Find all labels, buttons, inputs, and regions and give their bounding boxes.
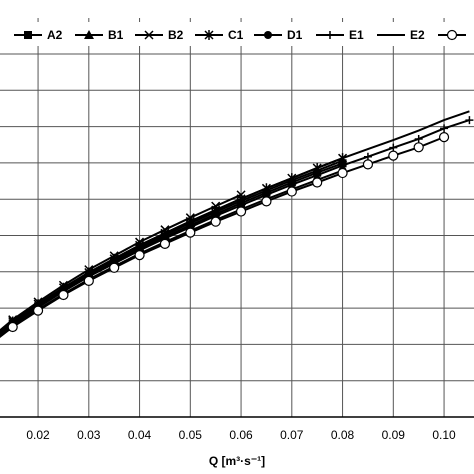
marker-part [58, 289, 69, 301]
x-tick-label: 0.04 [128, 428, 152, 442]
legend-marker [144, 30, 154, 40]
legend-label: B2 [168, 28, 184, 42]
marker-part [83, 275, 94, 286]
legend-marker [204, 30, 214, 40]
x-tick-label: 0.07 [280, 428, 304, 442]
legend-marker [326, 31, 334, 39]
legend-label: E1 [349, 28, 364, 42]
legend-label: E2 [410, 28, 425, 42]
marker-part [438, 132, 450, 143]
marker-part [337, 167, 348, 179]
marker-part [326, 31, 334, 39]
series-line [0, 110, 470, 334]
marker-part [32, 305, 44, 316]
marker-part [261, 196, 272, 207]
marker [261, 196, 272, 207]
marker [235, 206, 247, 217]
marker-part [388, 150, 399, 161]
marker-part [446, 29, 458, 41]
marker [109, 262, 120, 273]
marker-part [362, 159, 374, 170]
marker-part [144, 30, 154, 40]
legend-marker [84, 30, 94, 39]
marker [414, 134, 423, 143]
legend-marker [446, 29, 458, 41]
marker-part [204, 30, 214, 40]
marker-part [413, 142, 424, 153]
marker [388, 150, 399, 161]
marker-part [134, 250, 145, 261]
marker-part [84, 30, 94, 39]
marker [389, 143, 398, 152]
marker-part [159, 238, 171, 249]
marker [362, 159, 374, 170]
marker-part [264, 31, 272, 39]
marker [440, 124, 449, 133]
marker [83, 275, 94, 286]
marker [159, 238, 171, 249]
x-tick-label: 0.05 [179, 428, 203, 442]
marker-part [312, 177, 323, 188]
x-tick-label: 0.02 [26, 428, 50, 442]
marker [185, 227, 196, 238]
marker [134, 250, 145, 261]
marker [210, 216, 221, 227]
marker [32, 305, 44, 316]
legend-marker [264, 31, 272, 39]
marker [413, 142, 424, 153]
marker [7, 321, 18, 333]
marker-part [440, 124, 449, 133]
x-tick-label: 0.10 [432, 428, 456, 442]
legend-label: A2 [47, 28, 63, 42]
marker-part [210, 216, 221, 227]
marker-part [465, 116, 474, 125]
legend-label: C1 [228, 28, 244, 42]
marker [286, 186, 297, 197]
marker-part [235, 206, 247, 217]
x-tick-label: 0.06 [229, 428, 253, 442]
marker [465, 116, 474, 125]
marker [438, 132, 450, 143]
x-tick-label: 0.09 [382, 428, 406, 442]
marker [312, 177, 323, 188]
marker-part [109, 262, 120, 273]
legend-label: B1 [108, 28, 124, 42]
legend-marker [24, 31, 32, 39]
marker-part [7, 321, 18, 333]
marker-part [185, 227, 196, 238]
x-axis-label: Q [m³·s⁻¹] [209, 454, 265, 468]
series-line [0, 119, 470, 336]
legend-label: D1 [287, 28, 303, 42]
marker [58, 289, 69, 301]
x-tick-label: 0.03 [77, 428, 101, 442]
marker-part [389, 143, 398, 152]
marker-part [414, 134, 423, 143]
marker-part [286, 186, 297, 197]
marker-part [24, 31, 32, 39]
x-tick-label: 0.08 [331, 428, 355, 442]
marker [337, 167, 348, 179]
